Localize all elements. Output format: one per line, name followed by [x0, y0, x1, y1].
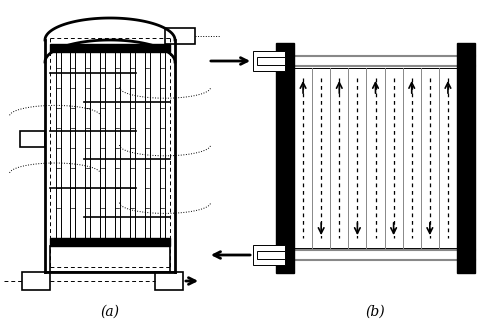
Text: (a): (a) [100, 305, 119, 319]
Bar [22, 272, 50, 290]
Bar [257, 251, 285, 259]
Bar [165, 28, 195, 44]
Bar [257, 57, 285, 65]
Bar [276, 43, 294, 273]
Bar [50, 238, 170, 246]
Bar [253, 51, 285, 71]
Text: (b): (b) [366, 305, 386, 319]
Bar [50, 246, 170, 272]
Bar [50, 44, 170, 52]
Bar [253, 245, 285, 265]
Bar [457, 43, 475, 273]
Bar [294, 68, 457, 248]
Bar [20, 131, 45, 146]
Bar [155, 272, 183, 290]
